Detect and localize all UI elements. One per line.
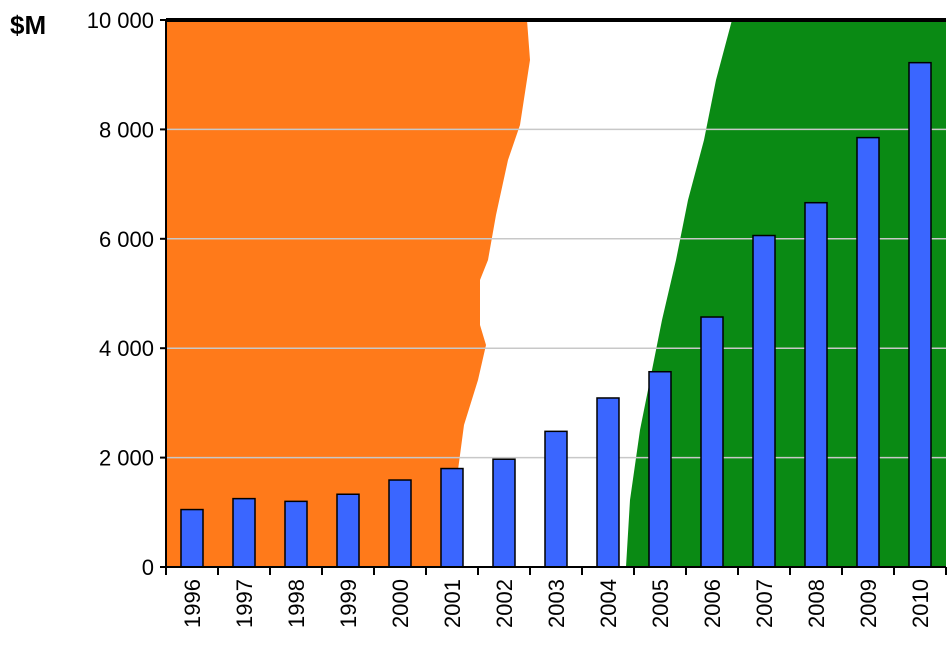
bar-2000 (388, 479, 412, 568)
bar-2002 (492, 458, 516, 568)
x-tick-label: 2009 (856, 579, 881, 628)
x-tick-label: 2008 (804, 579, 829, 628)
x-axis-ticks: 1996 1997 1998 1999 2000 2001 2002 2003 2004 2005… (165, 567, 947, 628)
x-tick-label: 1997 (232, 579, 257, 628)
x-tick-label: 2005 (648, 579, 673, 628)
bars (180, 61, 932, 568)
x-tick-label: 2000 (388, 579, 413, 628)
bar-2004 (596, 397, 620, 568)
bar-1997 (232, 497, 256, 568)
orange-band (166, 20, 530, 567)
bar-2003 (544, 430, 568, 568)
y-tick-label: 6 000 (99, 227, 154, 252)
bar-2001 (440, 467, 464, 568)
y-tick-label: 2 000 (99, 446, 154, 471)
bar-2008 (804, 201, 828, 568)
x-tick-label: 1998 (284, 579, 309, 628)
x-tick-label: 2007 (752, 579, 777, 628)
bar-2006 (700, 316, 724, 568)
bar-2010 (908, 61, 932, 568)
x-tick-label: 2006 (700, 579, 725, 628)
y-unit-label: $M (10, 10, 46, 40)
y-tick-label: 10 000 (87, 8, 154, 33)
y-tick-label: 8 000 (99, 117, 154, 142)
y-axis-ticks: 0 2 000 4 000 6 000 8 000 10 000 (87, 8, 166, 580)
bar-2009 (856, 136, 880, 568)
y-tick-label: 0 (142, 555, 154, 580)
x-tick-label: 2004 (596, 579, 621, 628)
bar-1996 (180, 508, 204, 568)
x-tick-label: 1996 (180, 579, 205, 628)
x-tick-label: 2001 (440, 579, 465, 628)
bar-1999 (336, 493, 360, 568)
y-tick-label: 4 000 (99, 336, 154, 361)
bar-1998 (284, 500, 308, 568)
bar-2005 (648, 370, 672, 568)
x-tick-label: 2003 (544, 579, 569, 628)
x-tick-label: 1999 (336, 579, 361, 628)
x-tick-label: 2010 (908, 579, 933, 628)
x-tick-label: 2002 (492, 579, 517, 628)
bar-2007 (752, 234, 776, 568)
